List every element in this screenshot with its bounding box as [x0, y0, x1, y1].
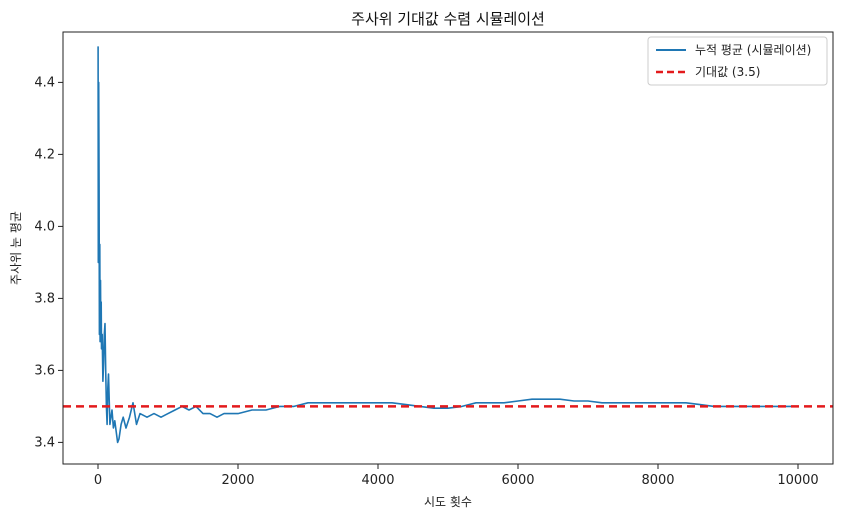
x-axis: 0 2000 4000 6000 8000 10000: [94, 464, 819, 488]
y-tick-label: 4.4: [34, 75, 55, 90]
y-tick-label: 3.8: [34, 291, 55, 306]
plot-frame: [62, 31, 834, 465]
legend-label-simulation: 누적 평균 (시뮬레이션): [695, 43, 811, 57]
x-tick-label: 8000: [641, 473, 674, 488]
x-axis-label: 시도 횟수: [424, 495, 472, 509]
x-tick-label: 2000: [221, 473, 254, 488]
x-tick-label: 6000: [501, 473, 534, 488]
legend: 누적 평균 (시뮬레이션) 기대값 (3.5): [647, 36, 828, 86]
y-tick-label: 4.2: [34, 147, 55, 162]
y-tick-label: 3.4: [34, 435, 55, 450]
legend-box: [647, 36, 828, 86]
x-tick-label: 10000: [777, 473, 818, 488]
x-tick-label: 4000: [361, 473, 394, 488]
chart-title: 주사위 기대값 수렴 시뮬레이션: [351, 10, 545, 28]
x-tick-label: 0: [94, 473, 102, 488]
legend-label-expected: 기대값 (3.5): [695, 65, 760, 79]
y-axis-label: 주사위 눈 평균: [9, 211, 23, 285]
series-line-simulation: [97, 46, 798, 444]
y-axis: 3.4 3.6 3.8 4.0 4.2 4.4: [34, 75, 63, 450]
y-tick-label: 3.6: [34, 363, 55, 378]
y-tick-label: 4.0: [34, 219, 55, 234]
